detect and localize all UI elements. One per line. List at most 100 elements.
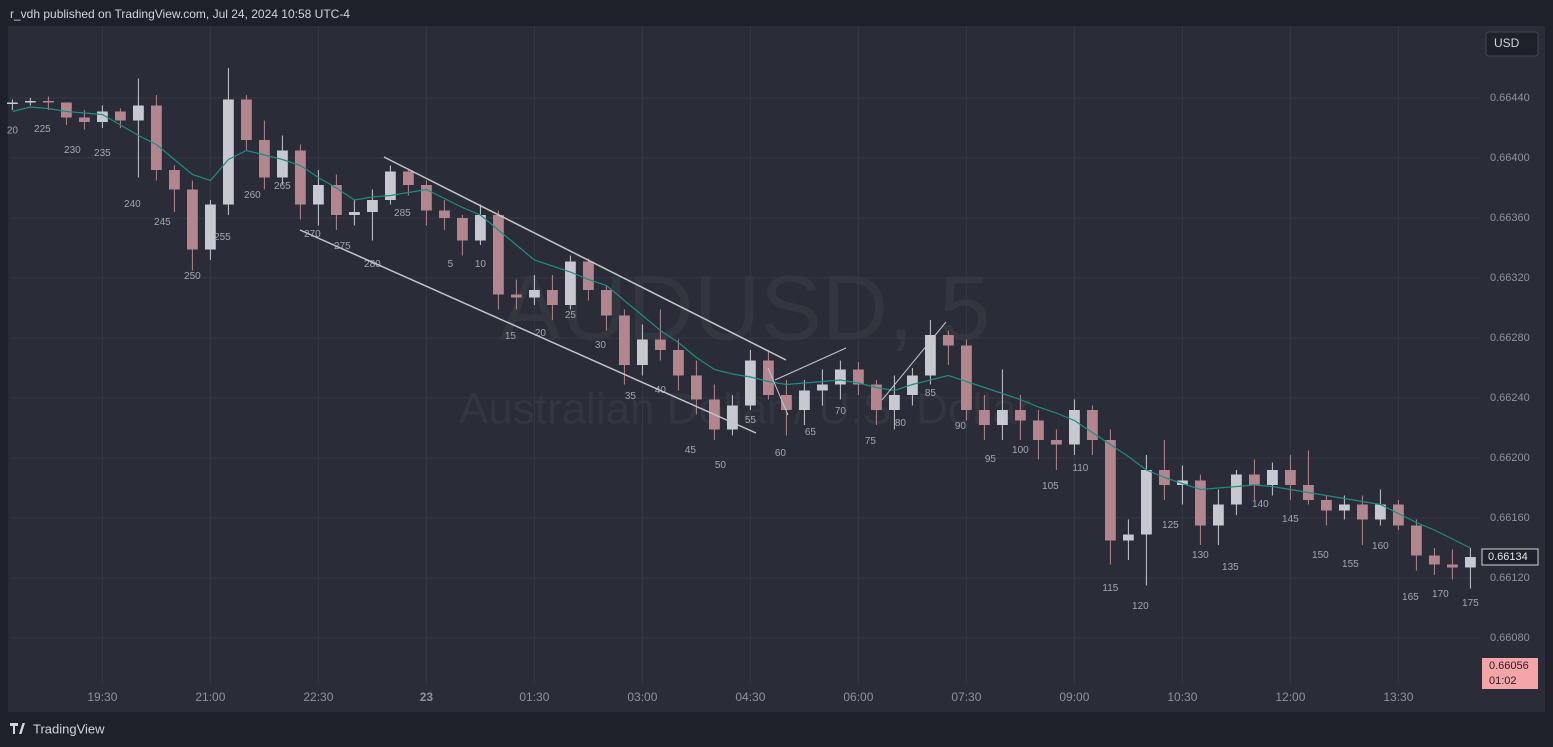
bar-count-label: 85 [925, 388, 937, 399]
x-tick-label: 06:00 [843, 690, 873, 704]
bar-count-label: 165 [1402, 592, 1419, 603]
candle-body [1249, 474, 1260, 485]
candle-body [259, 140, 270, 178]
logo-icon [10, 723, 25, 734]
candle-body [313, 185, 324, 205]
current-price-label: 0.66056 [1489, 660, 1529, 672]
candle-body [1393, 504, 1404, 526]
x-tick-label: 21:00 [195, 690, 225, 704]
candle-body [1465, 557, 1476, 568]
candle-body [385, 171, 396, 200]
bar-count-label: 115 [1102, 583, 1118, 594]
x-tick-label: 03:00 [627, 690, 657, 704]
footer-logo: TradingView [10, 721, 105, 736]
candle-body [1015, 410, 1026, 421]
y-tick-label: 0.66320 [1490, 272, 1530, 284]
y-tick-label: 0.66240 [1490, 392, 1530, 404]
candle-body [205, 204, 216, 250]
bar-count-label: 45 [685, 445, 697, 456]
candle-body [1123, 534, 1134, 541]
candle-body [565, 261, 576, 305]
wedge-line [881, 321, 947, 401]
candle-body [511, 294, 522, 298]
currency-button-label[interactable]: USD [1494, 36, 1520, 50]
candle-body [1213, 504, 1224, 526]
candle-body [349, 212, 360, 215]
candle-body [583, 261, 594, 290]
bar-count-label: 155 [1342, 559, 1359, 570]
bar-count-label: 130 [1192, 550, 1209, 561]
bar-count-label: 270 [304, 229, 321, 240]
candle-body [1051, 440, 1062, 445]
x-tick-label: 23 [420, 690, 434, 704]
candle-body [223, 99, 234, 205]
candle-body [151, 105, 162, 170]
candle-body [889, 395, 900, 410]
candle-body [1339, 504, 1350, 511]
candle-body [907, 375, 918, 395]
bar-count-label: 240 [124, 199, 141, 210]
x-tick-label: 07:30 [951, 690, 981, 704]
last-close-label: 0.66134 [1488, 551, 1528, 563]
candle-body [493, 215, 504, 295]
candle-body [457, 218, 468, 241]
candle-body [673, 350, 684, 376]
bar-count-label: 105 [1042, 481, 1059, 492]
bar-count-label: 95 [985, 454, 997, 465]
candle-body [763, 360, 774, 395]
x-tick-label: 09:00 [1059, 690, 1089, 704]
candle-body [1321, 500, 1332, 511]
candle-body [1195, 480, 1206, 526]
candle-body [439, 210, 450, 218]
candle-body [133, 105, 144, 121]
wedge-line [774, 347, 847, 381]
candle-body [727, 405, 738, 430]
candle-body [619, 315, 630, 365]
bar-count-label: 255 [214, 232, 231, 243]
currency-button[interactable]: USD [1485, 31, 1539, 57]
candle-body [601, 290, 612, 316]
candle-body [691, 375, 702, 400]
wedge-line [767, 367, 789, 416]
bar-count-label: 80 [895, 418, 907, 429]
y-tick-label: 0.66160 [1490, 512, 1530, 524]
candle-body [1231, 474, 1242, 505]
moving-average [12, 106, 1471, 549]
bar-count-label: 175 [1462, 598, 1479, 609]
y-tick-label: 0.66120 [1490, 572, 1530, 584]
candle-body [817, 384, 828, 391]
candle-body [979, 410, 990, 425]
candle-body [871, 384, 882, 410]
candle-body [115, 111, 126, 121]
candle-body [925, 335, 936, 376]
bar-count-label: 35 [625, 391, 637, 402]
y-tick-label: 0.66360 [1490, 212, 1530, 224]
candle-body [835, 369, 846, 385]
x-tick-label: 12:00 [1275, 690, 1305, 704]
footer-brand: TradingView [33, 721, 105, 736]
bar-count-label: 265 [274, 181, 291, 192]
candle-body [745, 360, 756, 406]
candle-body [1087, 410, 1098, 440]
y-tick-label: 0.66280 [1490, 332, 1530, 344]
candle-body [277, 150, 288, 178]
bar-count-label: 20 [7, 126, 19, 137]
candle-body [1411, 525, 1422, 556]
channel-top-line [383, 156, 787, 361]
bar-count-label: 125 [1162, 520, 1179, 531]
bar-count-label: 15 [505, 331, 517, 342]
candle-body [1069, 410, 1080, 445]
currency-button-frame[interactable] [1485, 31, 1539, 57]
channel-bottom-line [299, 229, 757, 434]
candle-body [1375, 504, 1386, 520]
candle-body [547, 290, 558, 305]
countdown-label: 01:02 [1489, 675, 1517, 687]
x-tick-label: 04:30 [735, 690, 765, 704]
candle-body [799, 390, 810, 410]
bar-count-label: 145 [1282, 514, 1299, 525]
x-tick-label: 22:30 [303, 690, 333, 704]
